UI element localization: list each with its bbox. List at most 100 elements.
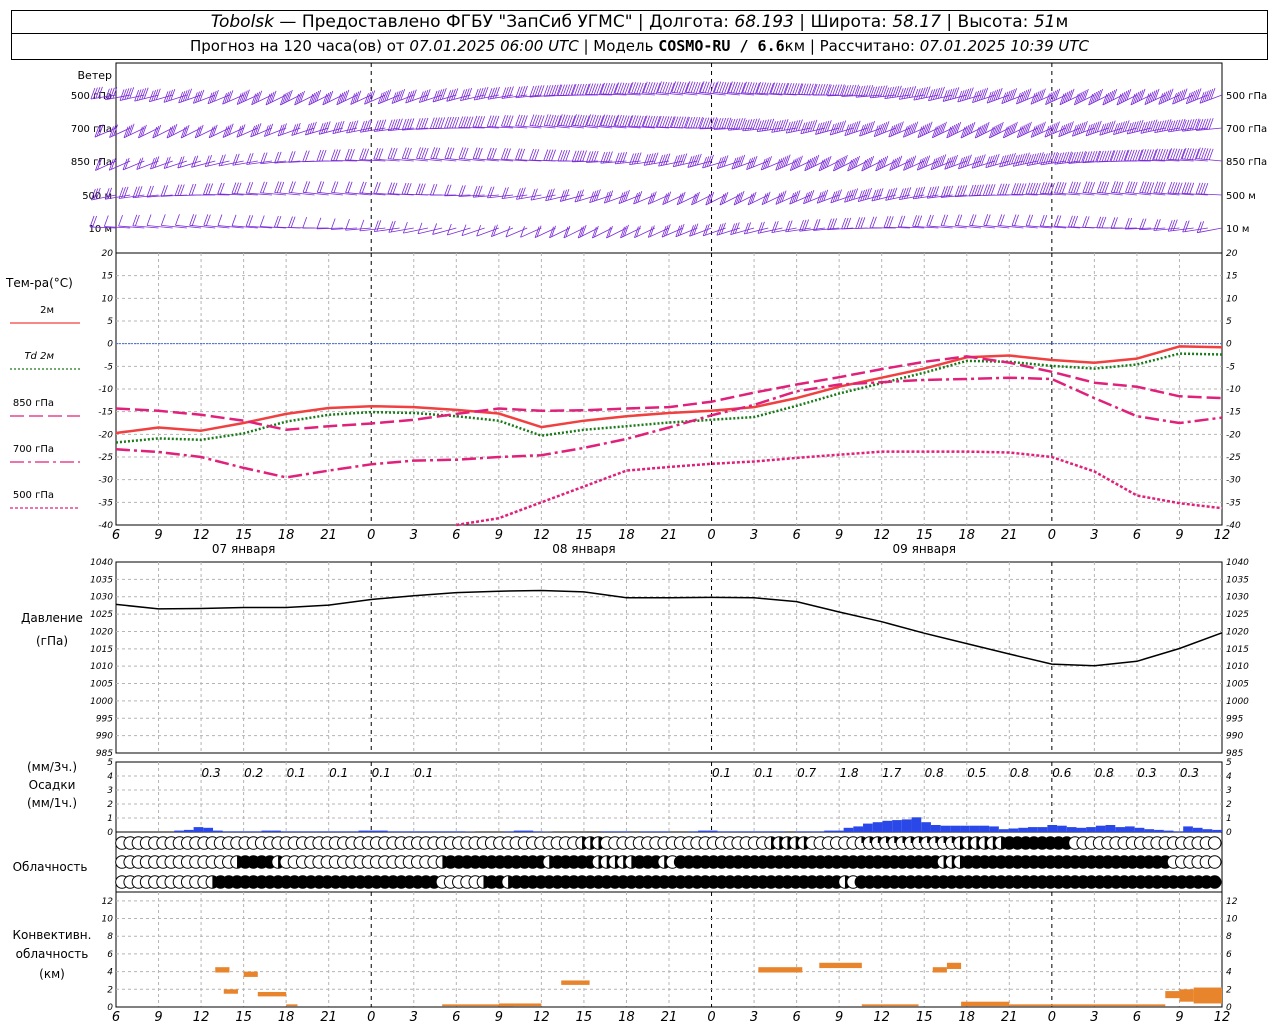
wind-barb-feather [1192, 89, 1198, 102]
wind-barb-feather [534, 226, 540, 238]
alt-label: Высота: [957, 12, 1029, 32]
wind-barb-feather [1073, 93, 1079, 106]
precip-3h-label: 0.2 [244, 766, 263, 780]
wind-barb-feather [360, 121, 365, 133]
wind-barb-feather [763, 192, 769, 204]
wind-barb-feather [899, 188, 904, 200]
wind-barb-feather [1025, 182, 1031, 194]
wind-barb-feather [894, 86, 900, 98]
wind-barb-feather [690, 116, 696, 129]
wind-barb-feather [423, 117, 429, 130]
wind-barb-feather [1110, 120, 1116, 132]
lon-label: Долгота: [649, 12, 729, 32]
wind-barb-feather [1172, 92, 1177, 105]
wind-barb-feather [198, 124, 204, 137]
wind-barb-feather [1049, 91, 1054, 103]
wind-barb-feather [432, 90, 438, 103]
wind-barb-feather [680, 191, 686, 203]
precip-bar [1008, 828, 1019, 832]
wind-barb-feather [1076, 123, 1082, 135]
wind-barb-feather [1099, 181, 1105, 193]
wind-barb-feather [981, 88, 986, 100]
wind-barb-staff [232, 160, 258, 166]
precip-bar [1124, 826, 1135, 832]
wind-barb-feather [752, 118, 758, 130]
wind-barb-feather [705, 223, 710, 236]
wind-barb-feather [531, 85, 537, 97]
wind-barb-feather [973, 184, 979, 196]
wind-barb-feather [1149, 182, 1155, 194]
wind-barb-feather [1035, 183, 1041, 195]
wind-barb-feather [1070, 215, 1076, 228]
wind-barb-feather [441, 88, 447, 100]
wind-barb-feather [509, 86, 514, 98]
precip-bar [639, 831, 650, 832]
wind-barb-feather [602, 82, 608, 95]
wind-barb-staff [491, 227, 514, 237]
wind-barb-feather [812, 155, 818, 168]
wind-barb-staff [1011, 225, 1038, 229]
wind-barb-staff [118, 194, 145, 199]
wind-barb-feather [531, 148, 537, 161]
wind-barb-feather [533, 188, 538, 200]
wind-barb-feather [409, 118, 415, 130]
wind-barb-feather [253, 92, 259, 104]
wind-barb-feather [892, 124, 898, 136]
wind-barb-feather [454, 116, 460, 129]
alt-unit: м [1055, 12, 1069, 32]
wind-barb-feather [549, 226, 554, 238]
wind-barb-feather [702, 81, 708, 93]
wind-barb-feather [1045, 152, 1051, 165]
wind-barb-staff [563, 227, 585, 239]
prec-ytick-left: 0 [107, 828, 113, 838]
wind-barb-feather [1199, 221, 1205, 233]
wind-barb-feather [998, 121, 1004, 134]
wind-barb-feather [421, 147, 427, 160]
wind-barb-feather [415, 183, 421, 195]
wind-barb-feather [912, 187, 918, 200]
wind-barb-feather [949, 88, 955, 100]
wind-barb-feather [911, 86, 917, 98]
wind-barb-feather [804, 159, 810, 171]
wind-barb-feather [1061, 92, 1067, 104]
wind-barb-staff [1059, 94, 1081, 106]
wind-barb-feather [970, 121, 976, 134]
wind-barb-feather [706, 155, 712, 167]
wind-barb-feather [974, 90, 980, 102]
wind-barb-feather [929, 215, 934, 227]
conv-ytick-right: 10 [1226, 915, 1238, 925]
prec-unit-1h: (мм/1ч.) [27, 796, 77, 810]
time-tick-label: 12 [873, 528, 890, 543]
wind-barb-feather [386, 89, 392, 101]
wind-barb-staff [997, 224, 1024, 229]
wind-barb-feather [1036, 123, 1042, 135]
temp-ytick-left: 20 [102, 249, 114, 259]
wind-barb-staff [359, 227, 386, 232]
wind-barb-feather [673, 116, 679, 128]
wind-barb-feather [824, 156, 830, 169]
precip-3h-label: 0.3 [1180, 766, 1199, 780]
precip-bar [814, 831, 825, 832]
time-tick-label: 18 [958, 528, 975, 543]
wind-barb-feather [606, 226, 611, 239]
pres-ytick-left: 1010 [90, 662, 113, 672]
wind-barb-feather [647, 193, 653, 205]
wind-barb-feather [709, 191, 715, 204]
wind-barb-feather [862, 189, 868, 201]
wind-barb-feather [733, 118, 738, 130]
precip-bar [1144, 829, 1155, 832]
wind-barb-feather [125, 125, 131, 137]
prec-ytick-right: 5 [1226, 758, 1232, 768]
wind-barb-feather [393, 91, 399, 103]
wind-barb-feather [392, 119, 398, 131]
wind-barb-feather [712, 82, 718, 94]
wind-barb-feather [897, 85, 902, 97]
wind-barb-feather [721, 82, 727, 94]
wind-barb-feather [1021, 183, 1027, 195]
conv-ytick-left: 6 [107, 950, 113, 960]
precip-3h-label: 0.6 [1052, 766, 1071, 780]
wind-barb-staff [687, 160, 712, 168]
wind-barb-feather [1076, 182, 1081, 194]
wind-barb-feather [316, 89, 322, 102]
wind-barb-feather [1150, 90, 1156, 102]
